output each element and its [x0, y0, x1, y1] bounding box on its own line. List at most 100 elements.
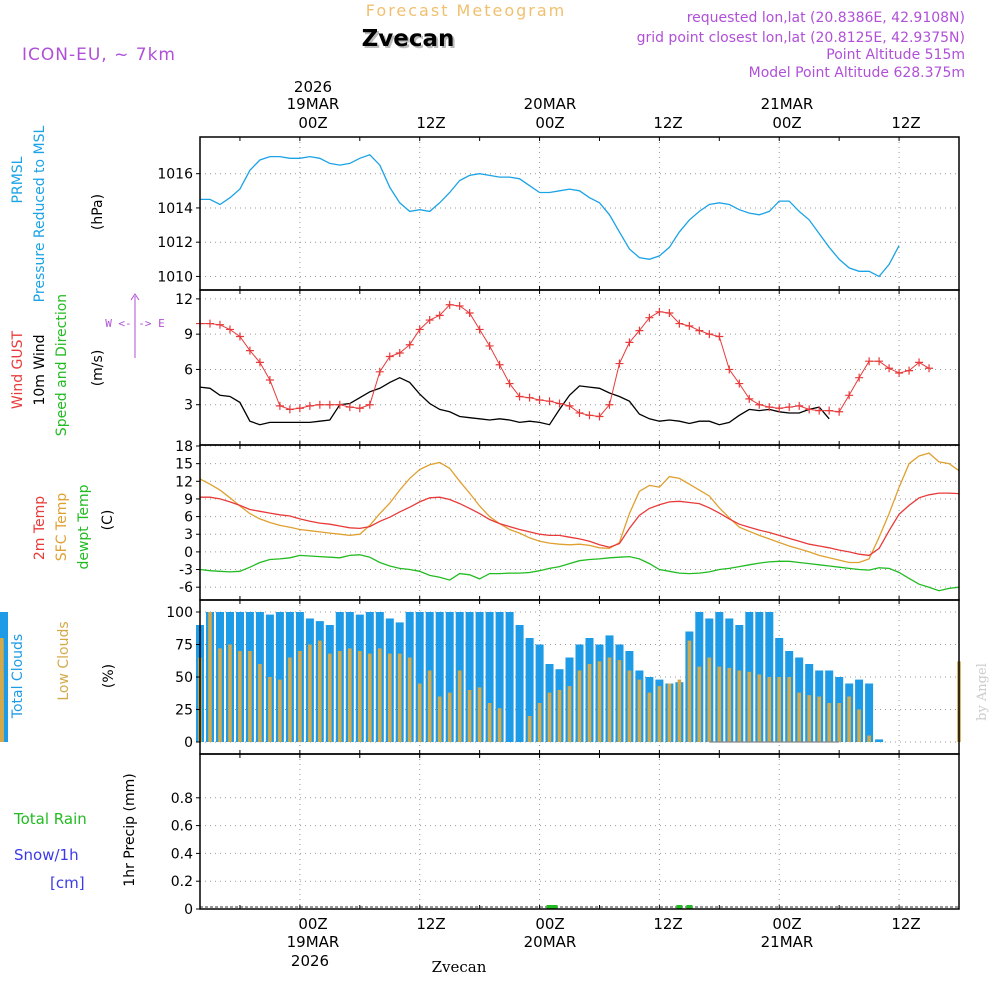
- low-cloud-bar-8: [278, 679, 282, 742]
- gust-marker-13: [325, 400, 334, 409]
- gust-marker-24: [435, 311, 444, 320]
- location-title: Zvecan: [362, 26, 455, 52]
- gust-marker-58: [775, 404, 784, 413]
- ytick-label-temperature-7: 15: [175, 457, 193, 473]
- top-tick-5: 00Z: [772, 114, 801, 132]
- grid-layer: [200, 137, 959, 910]
- low-cloud-bar-28: [477, 687, 482, 742]
- bottom-tick-1: 00Z: [298, 915, 327, 933]
- panel-frame-precip: [199, 753, 960, 910]
- low-cloud-bar-84: [0, 703, 4, 742]
- low-cloud-bar-11: [308, 644, 312, 742]
- gust-marker-36: [555, 399, 564, 408]
- precip-title-rain: Total Rain: [13, 810, 87, 828]
- total-cloud-bar-30: [495, 612, 504, 742]
- low-cloud-bar-61: [807, 695, 811, 742]
- gust-marker-41: [605, 400, 614, 409]
- low-cloud-bar-48: [677, 679, 682, 742]
- gust-marker-69: [885, 364, 894, 373]
- low-cloud-bar-20: [397, 653, 402, 742]
- total-cloud-bar-27: [465, 612, 474, 742]
- top-date-2: 20MAR: [524, 95, 577, 113]
- low-cloud-bar-42: [617, 660, 622, 742]
- ytick-label-clouds-1: 25: [175, 703, 193, 719]
- ytick-label-wind-1: 6: [184, 362, 193, 378]
- ytick-label-pressure-2: 1014: [157, 201, 193, 217]
- gust-marker-70: [895, 368, 904, 377]
- total-cloud-bar-67: [865, 683, 874, 742]
- gust-marker-40: [595, 412, 604, 421]
- low-cloud-bar-25: [447, 692, 452, 742]
- rain-bar-2: [676, 905, 683, 909]
- low-cloud-bar-18: [378, 648, 382, 742]
- low-cloud-bar-13: [328, 653, 332, 742]
- gust-marker-20: [395, 348, 404, 357]
- low-cloud-bar-27: [467, 690, 472, 742]
- gridpoint-coords: grid point closest lon,lat (20.8125E, 42…: [637, 30, 965, 46]
- low-cloud-bar-41: [607, 657, 612, 742]
- ytick-label-precip-1: 0.2: [171, 874, 193, 890]
- gust-marker-19: [385, 352, 394, 361]
- ytick-label-temperature-8: 18: [175, 439, 193, 455]
- low-cloud-bar-21: [407, 657, 412, 742]
- temp-axis-title: 2m Temp SFC Temp dewpt Temp (C): [32, 484, 116, 569]
- low-cloud-bar-34: [537, 703, 542, 742]
- wind-units: (m/s): [90, 350, 106, 387]
- gust-marker-26: [455, 301, 464, 310]
- gust-marker-65: [845, 391, 854, 400]
- gust-marker-47: [665, 308, 674, 317]
- gust-marker-44: [635, 326, 644, 335]
- low-cloud-bar-57: [767, 677, 772, 742]
- gust-marker-60: [795, 401, 804, 410]
- low-cloud-bar-43: [627, 670, 632, 742]
- low-cloud-bar-3: [228, 644, 232, 742]
- low-cloud-bar-58: [777, 677, 781, 742]
- compass-ns-icon: [130, 293, 140, 358]
- gust-marker-14: [335, 400, 344, 409]
- gust-marker-61: [805, 405, 814, 414]
- gust-marker-11: [305, 401, 314, 410]
- gust-marker-21: [405, 340, 414, 349]
- precip-title-cm: [cm]: [50, 874, 85, 892]
- ytick-label-precip-2: 0.4: [171, 846, 193, 862]
- gust-marker-9: [285, 405, 294, 414]
- ytick-label-precip-4: 0.8: [171, 791, 193, 807]
- frame-layer: 101010121014101636912-6-3036912151802550…: [157, 136, 960, 918]
- total-cloud-bar-33: [525, 638, 534, 742]
- rain-bar-3: [686, 905, 693, 909]
- gust-marker-18: [375, 367, 384, 376]
- temp-units: (C): [100, 510, 116, 531]
- gust-marker-17: [365, 400, 374, 409]
- low-cloud-bar-19: [388, 653, 392, 742]
- pressure-title-1: PRMSL: [10, 156, 26, 203]
- low-cloud-bar-59: [787, 677, 791, 742]
- ytick-label-wind-0: 3: [184, 398, 193, 414]
- gust-marker-52: [715, 332, 724, 341]
- total-cloud-bar-32: [515, 625, 524, 742]
- gust-marker-53: [725, 365, 734, 374]
- gust-marker-39: [585, 411, 594, 420]
- ytick-label-precip-3: 0.6: [171, 819, 193, 835]
- ytick-label-temperature-6: 12: [175, 474, 193, 490]
- ytick-label-clouds-0: 0: [184, 735, 193, 751]
- temp2m-line: [200, 492, 960, 557]
- top-date-1: 19MAR: [287, 95, 340, 113]
- low-cloud-bar-56: [757, 674, 762, 742]
- low-cloud-bar-15: [348, 648, 352, 742]
- low-cloud-bar-54: [737, 670, 742, 742]
- precip-units: 1hr Precip (mm): [122, 773, 138, 886]
- gust-marker-10: [295, 404, 304, 413]
- low-cloud-bar-62: [817, 696, 821, 742]
- total-cloud-bar-34: [535, 644, 544, 742]
- ytick-label-pressure-3: 1016: [157, 167, 193, 183]
- model-name: ICON-EU, ~ 7km: [22, 45, 176, 65]
- gust-marker-12: [315, 400, 324, 409]
- gust-marker-38: [575, 408, 584, 417]
- gust-marker-51: [705, 330, 714, 339]
- ytick-label-precip-0: 0: [184, 902, 193, 918]
- gust-marker-7: [265, 376, 274, 385]
- low-cloud-bar-1: [208, 612, 212, 742]
- pressure-units: (hPa): [90, 194, 106, 230]
- low-cloud-bar-64: [837, 703, 841, 742]
